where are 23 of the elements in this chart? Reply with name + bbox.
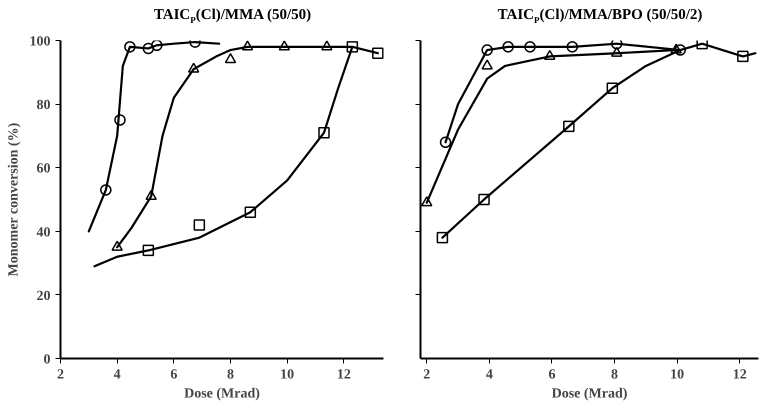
x-axis-title: Dose (Mrad) xyxy=(184,386,260,402)
y-tick-label: 100 xyxy=(30,34,50,50)
x-tick-label: 8 xyxy=(227,368,234,382)
x-axis-title: Dose (Mrad) xyxy=(552,386,628,402)
y-tick-label: 60 xyxy=(36,162,50,177)
y-tick-label: 80 xyxy=(36,98,50,114)
x-tick-label: 4 xyxy=(114,368,121,382)
x-tick-label: 10 xyxy=(670,368,684,382)
y-tick-label: 0 xyxy=(44,352,50,368)
x-tick-label: 12 xyxy=(336,368,351,382)
x-tick-label: 2 xyxy=(57,368,64,382)
chart-title: TAIC$_{P}$(Cl)/MMA (50/50) xyxy=(154,6,312,27)
x-tick-label: 2 xyxy=(423,368,430,382)
y-tick-label: 20 xyxy=(36,288,50,304)
chart-title: TAIC$_{P}$(Cl)/MMA/BPO (50/50/2) xyxy=(498,6,702,27)
x-tick-label: 12 xyxy=(732,368,747,382)
x-tick-label: 6 xyxy=(170,368,178,382)
x-tick-label: 4 xyxy=(486,368,493,382)
y-tick-label: 40 xyxy=(36,225,50,240)
x-tick-label: 6 xyxy=(548,368,556,382)
x-tick-label: 8 xyxy=(611,368,618,382)
y-axis-title: Monomer conversion (%) xyxy=(6,122,22,276)
x-tick-label: 10 xyxy=(280,368,294,382)
